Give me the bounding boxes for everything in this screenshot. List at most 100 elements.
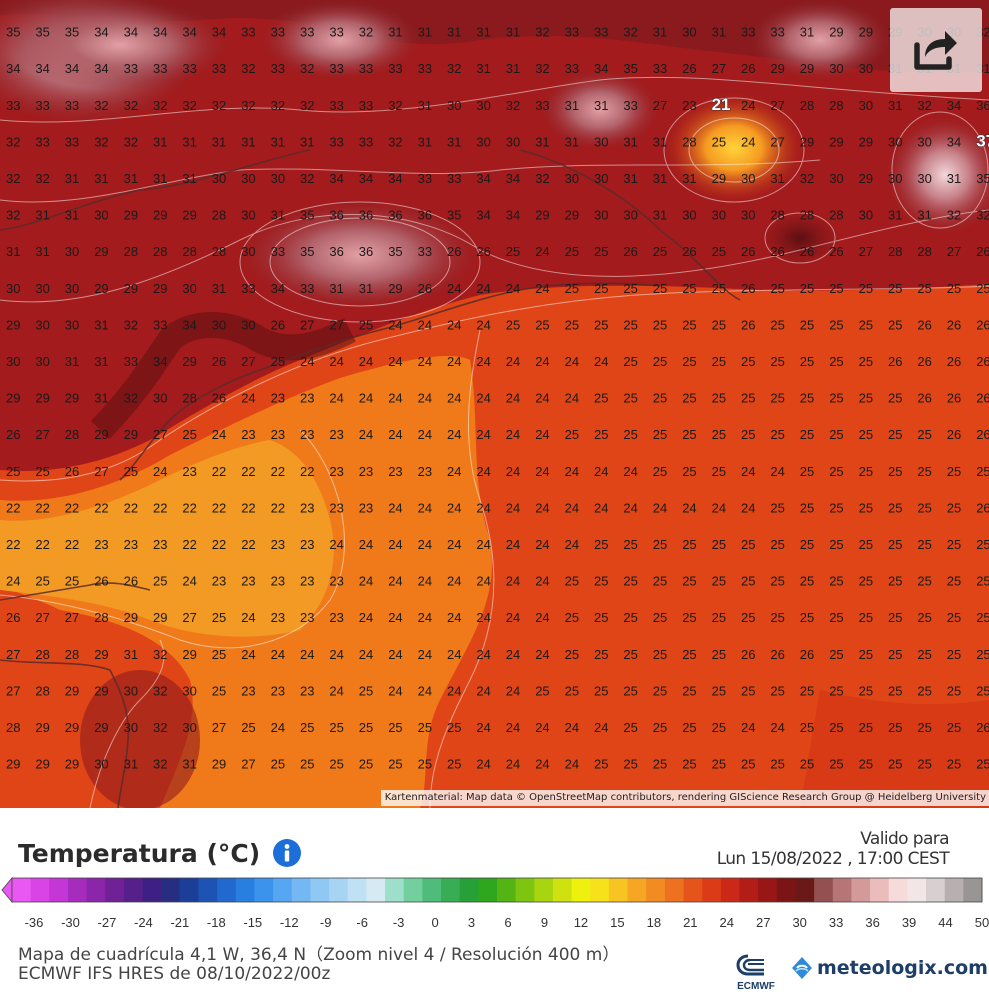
grid-value: 25 [623, 354, 637, 369]
grid-value: 33 [535, 98, 549, 113]
grid-value: 25 [682, 281, 696, 296]
grid-value: 31 [182, 757, 196, 772]
grid-value: 26 [770, 244, 784, 259]
grid-value: 31 [329, 281, 343, 296]
grid-value: 29 [388, 281, 402, 296]
grid-value: 33 [124, 61, 138, 76]
grid-value: 32 [976, 208, 989, 223]
grid-value: 22 [212, 500, 226, 515]
grid-value: 31 [917, 208, 931, 223]
scale-swatch [776, 878, 796, 902]
grid-value: 22 [212, 537, 226, 552]
grid-value: 24 [388, 427, 402, 442]
isolines [0, 76, 989, 808]
grid-value: 30 [241, 317, 255, 332]
grid-value: 36 [359, 208, 373, 223]
grid-value: 31 [241, 134, 255, 149]
grid-value: 25 [829, 537, 843, 552]
grid-value: 26 [212, 391, 226, 406]
grid-value: 27 [35, 610, 49, 625]
grid-value: 25 [653, 281, 667, 296]
scale-swatch [888, 878, 908, 902]
value-grid: 35 35 35 35 35 34 35 35 34 34 34 34 35 32 31 30 30 31 30 31… [6, 0, 989, 772]
grid-value: 32 [388, 134, 402, 149]
grid-value: 24 [476, 354, 490, 369]
grid-value: 31 [565, 98, 579, 113]
grid-value: 28 [682, 134, 696, 149]
grid-value: 24 [329, 537, 343, 552]
grid-value: 24 [741, 134, 755, 149]
grid-value: 25 [447, 720, 461, 735]
grid-value: 34 [124, 25, 138, 40]
page-title: Temperatura (°C) [18, 838, 302, 868]
grid-value: 33 [6, 98, 20, 113]
share-button[interactable] [890, 8, 982, 92]
grid-value: 23 [418, 464, 432, 479]
grid-value: 25 [770, 317, 784, 332]
valid-label: Valido para [860, 829, 949, 849]
grid-value: 24 [476, 537, 490, 552]
info-icon[interactable] [272, 838, 302, 868]
grid-value: 34 [212, 25, 226, 40]
scale-tick-label: 18 [647, 915, 661, 930]
scale-swatch [870, 878, 890, 902]
grid-value: 25 [535, 317, 549, 332]
grid-value: 22 [182, 500, 196, 515]
grid-value: 25 [888, 683, 902, 698]
grid-value: 24 [418, 537, 432, 552]
scale-swatch [105, 878, 125, 902]
grid-value: 24 [388, 317, 402, 332]
grid-value: 32 [976, 0, 989, 3]
grid-value: 31 [94, 391, 108, 406]
grid-value: 25 [623, 427, 637, 442]
grid-value: 34 [329, 171, 343, 186]
grid-value: 33 [653, 61, 667, 76]
grid-value: 25 [917, 647, 931, 662]
grid-value: 22 [35, 500, 49, 515]
grid-value: 29 [94, 244, 108, 259]
grid-value: 33 [35, 98, 49, 113]
grid-value: 26 [888, 354, 902, 369]
grid-value: 25 [947, 610, 961, 625]
grid-value: 24 [770, 720, 784, 735]
scale-tick-label: 30 [792, 915, 806, 930]
grid-value: 25 [124, 464, 138, 479]
grid-value: 36 [418, 208, 432, 223]
grid-value: 34 [506, 171, 520, 186]
grid-value: 25 [653, 720, 667, 735]
grid-value: 25 [859, 427, 873, 442]
grid-value: 34 [153, 0, 167, 3]
scale-tick-label: 36 [865, 915, 879, 930]
grid-value: 22 [65, 500, 79, 515]
grid-value: 23 [271, 574, 285, 589]
temperature-map[interactable]: 35 35 35 35 35 34 35 35 34 34 34 34 35 32 31 30 30 31 30 31… [0, 0, 989, 808]
grid-value: 35 [300, 244, 314, 259]
grid-value: 26 [947, 427, 961, 442]
grid-value: 25 [947, 537, 961, 552]
grid-value: 25 [359, 317, 373, 332]
grid-value: 33 [241, 25, 255, 40]
map-attribution[interactable]: Kartenmaterial: Map data © OpenStreetMap… [380, 790, 989, 806]
grid-value: 26 [476, 244, 490, 259]
grid-value: 33 [594, 25, 608, 40]
borders [0, 149, 741, 808]
grid-value: 31 [947, 171, 961, 186]
grid-value: 25 [741, 610, 755, 625]
grid-value: 35 [447, 208, 461, 223]
grid-value: 31 [300, 134, 314, 149]
scale-swatch [571, 878, 591, 902]
grid-value: 35 [124, 0, 138, 3]
grid-value: 25 [888, 500, 902, 515]
grid-value: 23 [329, 574, 343, 589]
grid-value: 24 [623, 464, 637, 479]
grid-value: 25 [653, 464, 667, 479]
grid-value: 25 [712, 464, 726, 479]
grid-value: 26 [6, 427, 20, 442]
grid-value: 30 [35, 317, 49, 332]
grid-value: 36 [329, 208, 343, 223]
grid-value: 25 [212, 647, 226, 662]
grid-value: 25 [712, 610, 726, 625]
grid-value: 24 [241, 647, 255, 662]
grid-value: 32 [917, 98, 931, 113]
scale-swatch [720, 878, 740, 902]
